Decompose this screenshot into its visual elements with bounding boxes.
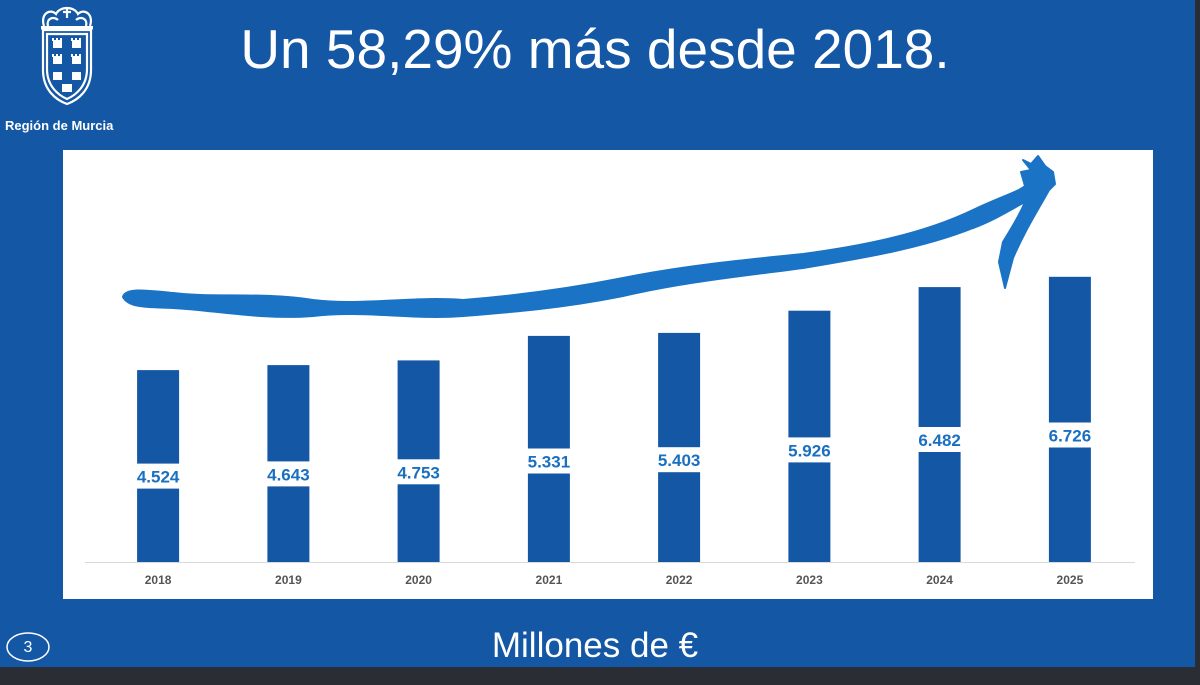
logo-text: Región de Murcia: [5, 118, 114, 133]
value-label-bg-2025: [1039, 422, 1100, 448]
bar-chart: 4.524 4.643 4.753 5.331 5.403 5.926 6.482 6.726…: [85, 155, 1135, 587]
unit-label: Millones de €: [491, 626, 699, 665]
bar-2025: [1048, 276, 1091, 562]
value-label-2019: 4.643: [267, 465, 310, 484]
value-label-2020: 4.753: [397, 463, 440, 482]
x-tick-2024: 2024: [926, 573, 953, 587]
value-label-2023: 5.926: [788, 441, 831, 460]
value-label-bg-2022: [649, 447, 710, 473]
window-frame-bottom: [0, 667, 1200, 685]
labels-layer: 4.524 4.643 4.753 5.331 5.403 5.926 6.482 6.726: [128, 422, 1100, 489]
value-label-2018: 4.524: [137, 468, 180, 487]
x-tick-2023: 2023: [796, 573, 823, 587]
slide: Región de Murcia Un 58,29% más desde 201…: [0, 0, 1195, 667]
bars-layer: [85, 276, 1135, 563]
value-label-2024: 6.482: [918, 431, 961, 450]
value-label-bg-2020: [388, 459, 449, 485]
x-tick-2020: 2020: [405, 573, 432, 587]
value-label-bg-2021: [518, 448, 579, 474]
value-label-2025: 6.726: [1049, 427, 1092, 446]
value-label-2022: 5.403: [658, 451, 701, 470]
bar-2023: [788, 310, 831, 562]
x-axis-ticks: 2018 2019 2020 2021 2022 2023 2024 2025: [145, 573, 1084, 587]
value-label-bg-2024: [909, 427, 970, 452]
slide-title: Un 58,29% más desde 2018.: [240, 18, 950, 80]
value-label-2021: 5.331: [528, 453, 571, 472]
x-tick-2022: 2022: [666, 573, 693, 587]
bar-2024: [918, 287, 961, 562]
value-label-bg-2018: [128, 463, 189, 489]
page-number-text: 3: [23, 639, 33, 656]
x-tick-2018: 2018: [145, 573, 172, 587]
trend-arrow: [122, 155, 1056, 318]
x-tick-2019: 2019: [275, 573, 302, 587]
page-number-badge-icon: [6, 632, 50, 662]
coat-of-arms-icon: [41, 6, 93, 106]
value-label-bg-2019: [258, 461, 319, 487]
chart-panel: 4.524 4.643 4.753 5.331 5.403 5.926 6.482 6.726…: [63, 150, 1153, 599]
region-logo: Región de Murcia: [0, 4, 134, 133]
page-number: 3: [4, 630, 52, 664]
window-frame-right: [1195, 0, 1200, 685]
x-tick-2025: 2025: [1057, 573, 1084, 587]
value-label-bg-2023: [779, 437, 840, 463]
x-tick-2021: 2021: [536, 573, 563, 587]
